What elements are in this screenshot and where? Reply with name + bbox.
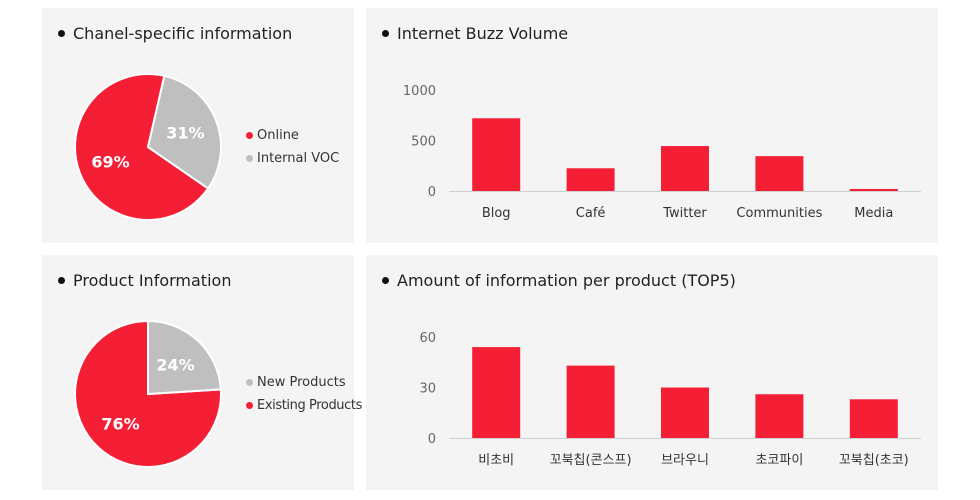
channel-pie-chart: 69% 31% — [74, 73, 222, 221]
y-tick-label: 1000 — [403, 84, 436, 99]
x-tick-label: 초코파이 — [755, 453, 803, 468]
bar — [661, 387, 709, 438]
y-tick-label: 500 — [411, 135, 436, 150]
bar — [849, 188, 898, 191]
x-tick-label: 비초비 — [478, 453, 514, 468]
product-title-text: Product Information — [73, 271, 232, 290]
bar — [755, 156, 804, 191]
x-tick-label: 브라우니 — [661, 453, 709, 468]
pie-slice-internal-voc — [146, 74, 222, 190]
top5-panel: Amount of information per product (TOP5)… — [366, 255, 938, 490]
legend-item-existing-products: Existing Products — [246, 394, 362, 417]
x-tick-label: Café — [576, 206, 606, 221]
bullet-icon — [58, 30, 65, 37]
pie-label-online: 69% — [91, 153, 129, 172]
y-tick-label: 30 — [419, 382, 436, 397]
bar — [566, 365, 615, 438]
x-tick-label: Communities — [736, 206, 822, 221]
y-tick-label: 0 — [428, 185, 436, 200]
bar — [566, 168, 615, 191]
bar — [472, 118, 521, 191]
top5-bar-chart: 0 30 60 비초비 꼬북칩(콘스프) 브라우니 초코파이 꼬북칩(초코) — [419, 331, 921, 468]
pie-label-new-products: 24% — [156, 356, 194, 375]
bar — [849, 399, 898, 438]
x-tick-label: Blog — [482, 206, 511, 221]
product-pie-chart: 76% 24% — [74, 319, 222, 468]
buzz-bar-chart: 0 500 1000 Blog Café Twitter Communities Media — [403, 84, 921, 221]
x-tick-label: 꼬북칩(초코) — [839, 453, 909, 468]
channel-panel-title: Chanel-specific information — [58, 24, 292, 43]
legend-dot-new-products — [246, 379, 253, 386]
legend-label-existing-products: Existing Products — [257, 398, 362, 413]
bar — [472, 347, 521, 438]
top5-panel-title: Amount of information per product (TOP5) — [382, 271, 736, 290]
legend-label-new-products: New Products — [257, 375, 346, 390]
pie-label-existing-products: 76% — [101, 414, 139, 433]
bullet-icon — [382, 277, 389, 284]
legend-dot-online — [246, 132, 253, 139]
legend-item-internal-voc: Internal VOC — [246, 147, 339, 170]
pie-slice-new-products — [147, 319, 222, 396]
bullet-icon — [58, 277, 65, 284]
product-panel-title: Product Information — [58, 271, 231, 290]
top5-title-text: Amount of information per product (TOP5) — [397, 271, 736, 290]
legend-dot-existing-products — [246, 402, 253, 409]
product-panel: Product Information 76% 24% New Products … — [42, 255, 362, 490]
product-legend: New Products Existing Products — [246, 371, 362, 417]
buzz-title-text: Internet Buzz Volume — [397, 24, 569, 43]
x-tick-label: Twitter — [662, 206, 707, 221]
channel-legend: Online Internal VOC — [246, 124, 339, 170]
legend-item-online: Online — [246, 124, 339, 147]
bullet-icon — [382, 30, 389, 37]
x-tick-label: 꼬북칩(콘스프) — [550, 453, 632, 468]
legend-label-online: Online — [257, 128, 299, 143]
x-tick-label: Media — [854, 206, 893, 221]
pie-slice-online — [74, 73, 210, 221]
bar — [755, 394, 804, 438]
channel-title-text: Chanel-specific information — [73, 24, 293, 43]
legend-dot-internal-voc — [246, 155, 253, 162]
pie-label-internal-voc: 31% — [166, 123, 204, 142]
y-tick-label: 60 — [419, 331, 436, 346]
legend-label-internal-voc: Internal VOC — [257, 151, 340, 166]
buzz-panel-title: Internet Buzz Volume — [382, 24, 568, 43]
legend-item-new-products: New Products — [246, 371, 362, 394]
channel-panel: Chanel-specific information 69% 31% Onlin… — [42, 8, 354, 243]
buzz-panel: Internet Buzz Volume 0 500 1000 Blog Café Twi… — [366, 8, 938, 243]
bar — [661, 146, 709, 191]
y-tick-label: 0 — [428, 432, 436, 447]
